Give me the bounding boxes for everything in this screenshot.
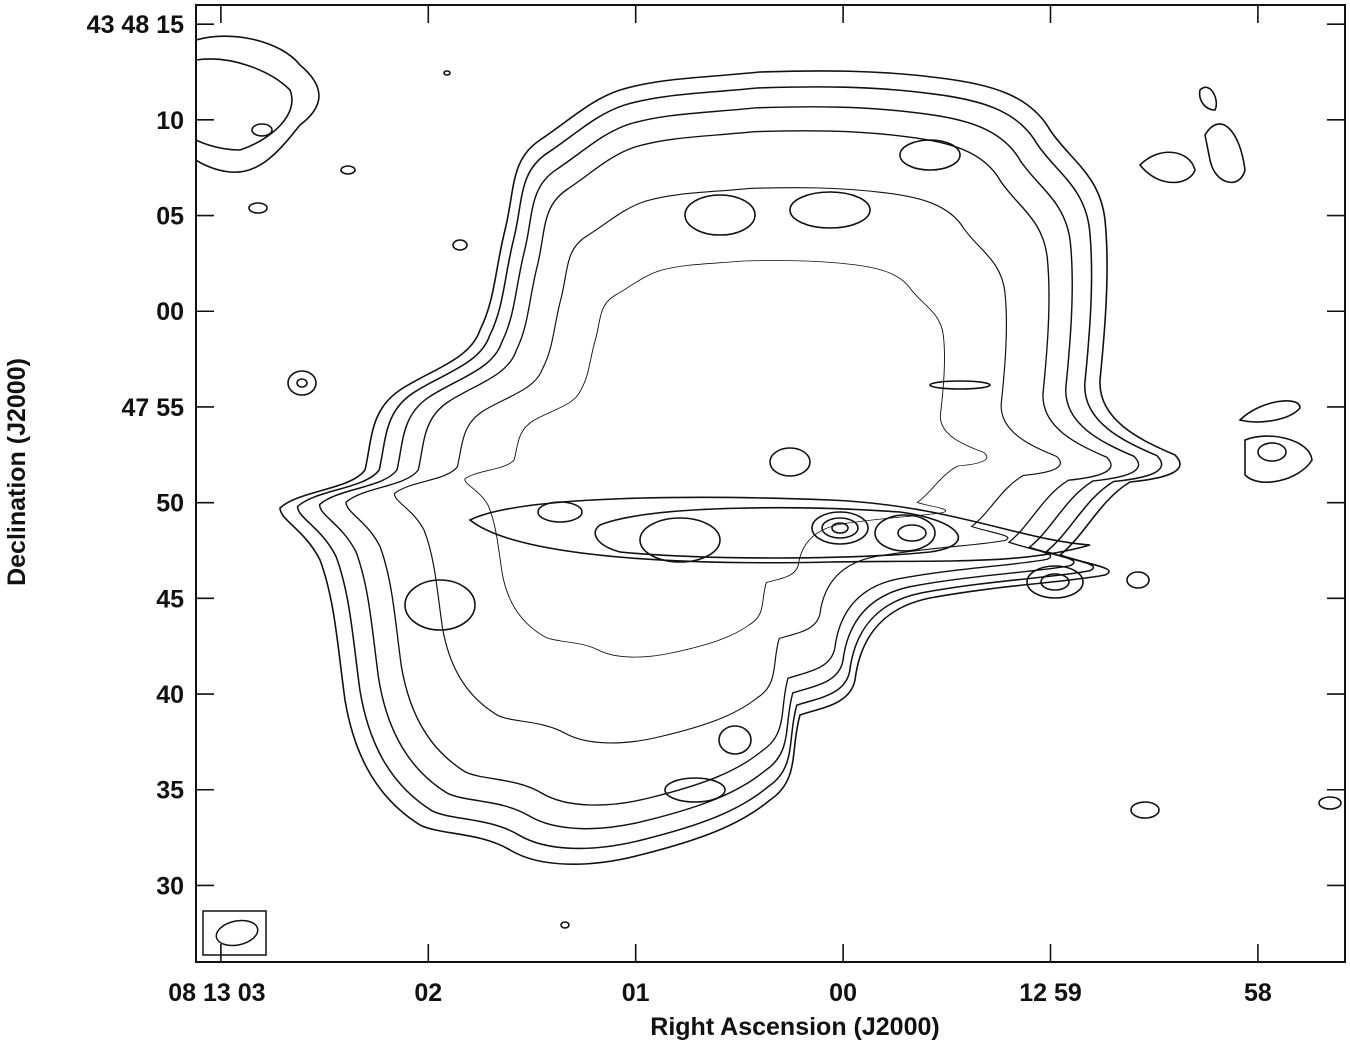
contour: [196, 36, 319, 172]
contour: [444, 71, 450, 75]
y-tick-label: 05: [156, 203, 184, 231]
contour: [405, 580, 475, 630]
contour: [561, 922, 569, 928]
contour: [665, 778, 725, 802]
contour: [930, 381, 990, 389]
contour: [1240, 401, 1312, 482]
contour: [719, 726, 751, 754]
contour: [832, 523, 848, 533]
contour: [288, 371, 316, 395]
contour: [252, 124, 272, 136]
y-axis-label: Declination (J2000): [3, 358, 31, 586]
contour: [1027, 566, 1083, 598]
x-tick-label: 12 59: [1019, 979, 1082, 1007]
beam-ellipse: [215, 919, 259, 947]
contour: [1140, 87, 1245, 182]
contours: [196, 36, 1341, 928]
contour: [875, 515, 935, 551]
contour: [1319, 797, 1341, 809]
y-tick-label: 43 48 15: [87, 11, 184, 39]
beam-box: [202, 910, 267, 956]
contour: [470, 497, 1090, 562]
contour: [822, 518, 858, 538]
y-tick-label: 50: [156, 490, 184, 518]
x-tick-label: 00: [829, 979, 857, 1007]
contour: [790, 192, 870, 228]
y-tick-label: 10: [156, 107, 184, 135]
contour: [297, 379, 307, 387]
y-tick-label: 30: [156, 872, 184, 900]
contour: [1258, 443, 1286, 461]
contour: [685, 195, 755, 235]
y-tick-label: 47 55: [121, 394, 184, 422]
y-tick-label: 35: [156, 777, 184, 805]
y-tick-label: 40: [156, 681, 184, 709]
contour: [196, 59, 292, 150]
contour: [1131, 802, 1159, 818]
contour: [249, 203, 267, 213]
contour: [341, 166, 355, 174]
contour: [453, 240, 467, 250]
contour: [770, 448, 810, 476]
x-tick-label: 02: [414, 979, 442, 1007]
contour: [595, 508, 958, 558]
contour: [640, 518, 720, 562]
y-tick-label: 00: [156, 298, 184, 326]
x-tick-label: 58: [1244, 979, 1272, 1007]
x-tick-label: 08 13 03: [168, 979, 265, 1007]
contour: [538, 502, 582, 522]
x-tick-label: 01: [622, 979, 650, 1007]
contour: [812, 512, 868, 544]
plot-frame: [195, 4, 1346, 963]
y-tick-label: 45: [156, 585, 184, 613]
contour: [898, 525, 926, 541]
contour: [1127, 572, 1149, 588]
contour: [900, 140, 960, 170]
x-axis-label: Right Ascension (J2000): [650, 1013, 939, 1041]
contour: [1041, 574, 1069, 590]
